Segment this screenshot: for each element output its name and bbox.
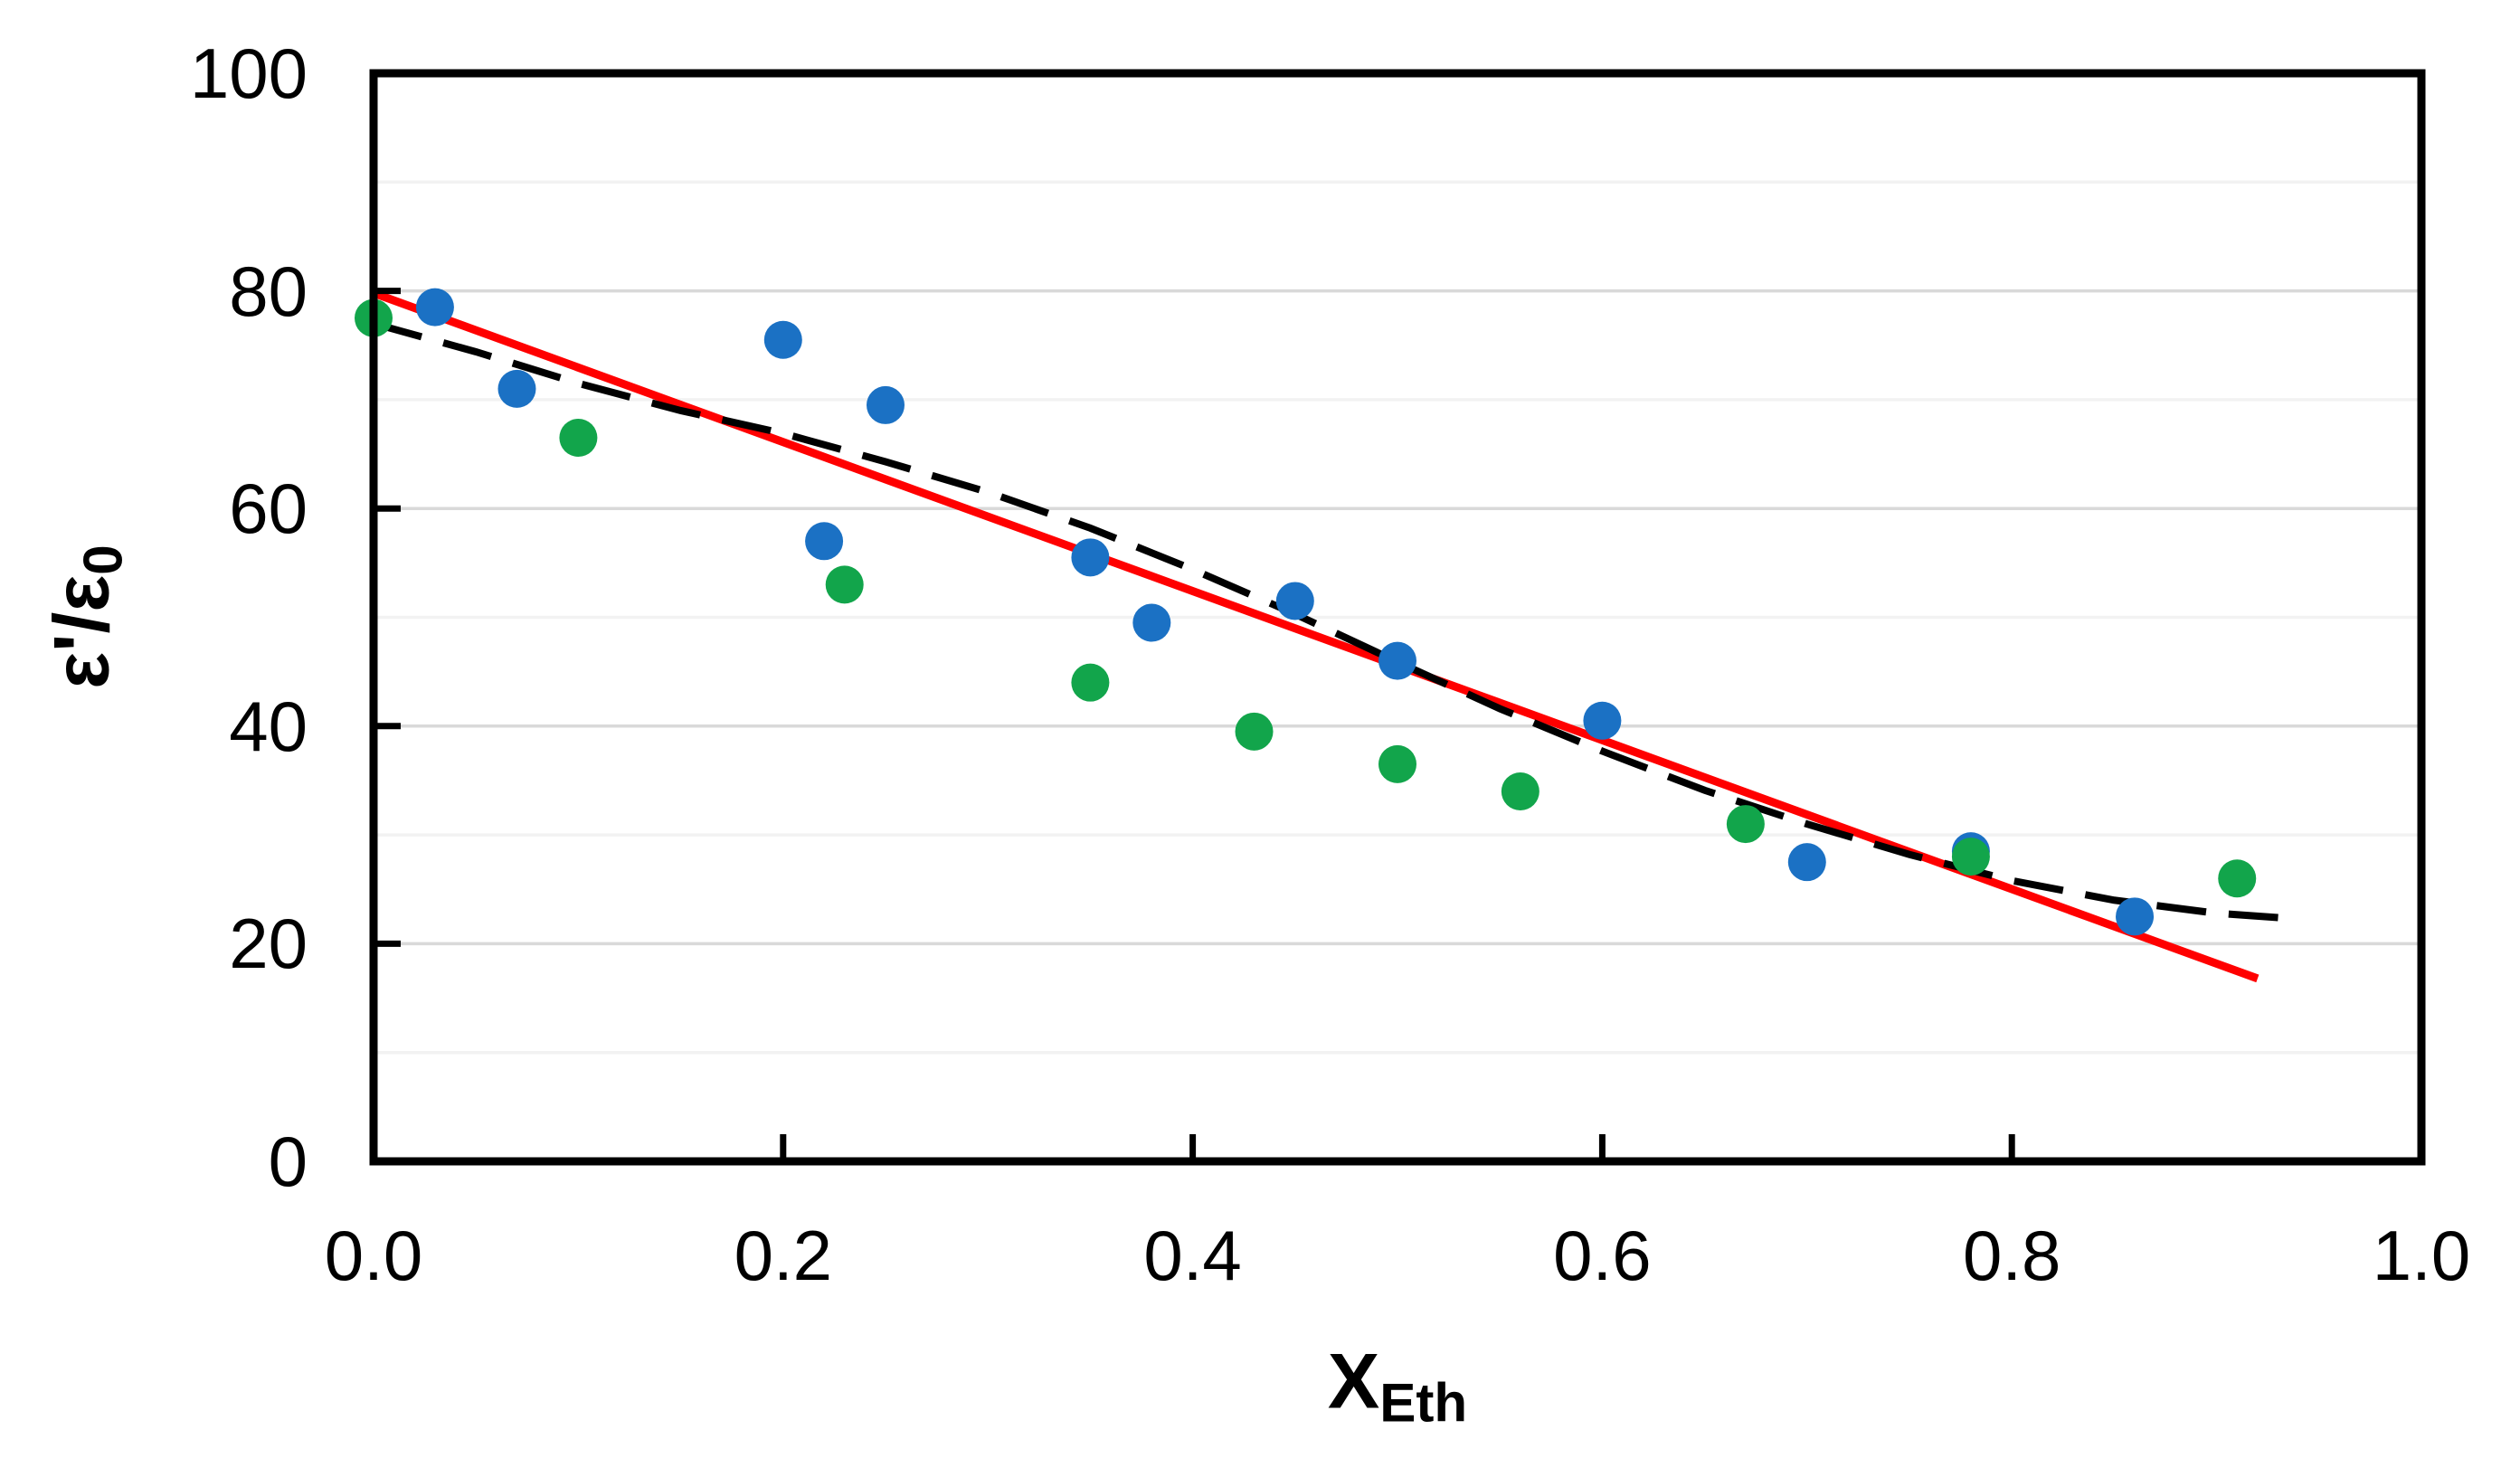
blue-data-point [1275, 582, 1314, 620]
blue-data-point [1071, 538, 1110, 577]
blue-data-point [1378, 641, 1416, 680]
blue-data-point [415, 288, 454, 327]
green-data-point [1951, 838, 1990, 876]
green-data-point [559, 419, 598, 458]
green-data-point [1071, 663, 1110, 702]
green-data-point [1235, 712, 1274, 751]
x-axis-title-main: X [1327, 1338, 1380, 1425]
blue-data-point [805, 522, 844, 561]
blue-data-point [1787, 843, 1826, 882]
red-linear-fit-line [372, 289, 2259, 983]
green-data-point [1501, 772, 1539, 810]
x-axis-title: XEth [1328, 1337, 1467, 1434]
green-data-point [825, 565, 864, 604]
plot-border [369, 69, 2426, 1166]
blue-data-point [763, 320, 802, 359]
green-data-point [2218, 859, 2257, 898]
y-axis-title-main: ε'/ε [38, 574, 126, 689]
blue-data-point [1583, 701, 1622, 740]
green-data-point [1378, 744, 1416, 783]
blue-data-point [867, 385, 905, 424]
blue-data-point [2116, 897, 2155, 936]
green-data-point [1726, 805, 1765, 844]
y-axis-title-subscript: 0 [72, 544, 134, 575]
black-dashed-fit-line [372, 319, 2278, 922]
blue-data-point [497, 369, 536, 408]
y-axis-title: ε'/ε0 [37, 544, 134, 688]
blue-data-point [1132, 603, 1171, 642]
x-axis-title-subscript: Eth [1379, 1372, 1468, 1434]
